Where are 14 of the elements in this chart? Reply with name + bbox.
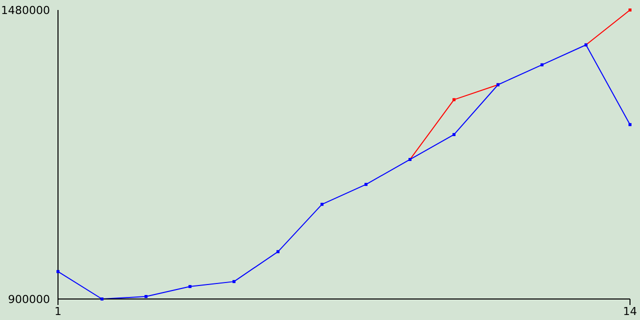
point [320, 202, 324, 206]
point [364, 182, 368, 186]
point [276, 250, 280, 254]
x-tick-label: 14 [623, 304, 637, 318]
point [452, 133, 456, 136]
point [188, 285, 192, 288]
point [540, 63, 544, 66]
y-tick-label: 1480000 [1, 4, 50, 17]
point [452, 98, 456, 102]
point [232, 280, 236, 284]
y-tick-label: 900000 [8, 292, 50, 306]
point [628, 123, 632, 126]
point [56, 270, 60, 274]
x-tick-label: 1 [54, 304, 62, 318]
